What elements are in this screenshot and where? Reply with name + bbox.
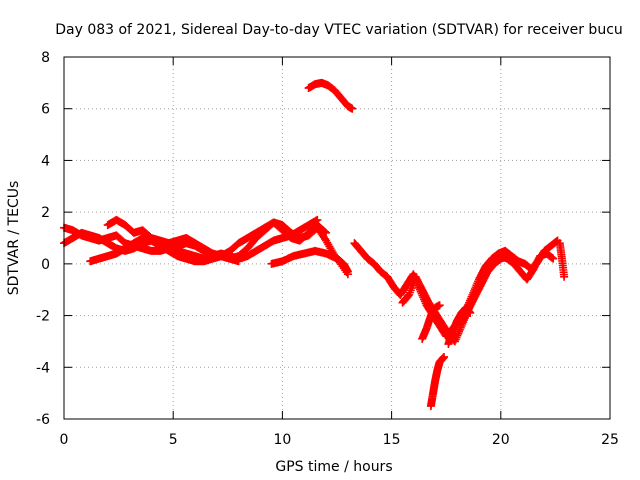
data-points <box>60 78 569 411</box>
x-tick-label: 10 <box>273 432 291 448</box>
y-axis-label: SDTVAR / TECUs <box>6 181 22 296</box>
chart-title: Day 083 of 2021, Sidereal Day-to-day VTE… <box>55 22 623 38</box>
axis-ticks: 0 5 10 15 20 25 -6 -4 -2 0 2 4 6 8 <box>36 50 619 448</box>
x-tick-label: 0 <box>60 432 69 448</box>
series-trace-e <box>267 246 352 279</box>
series-trace-j <box>426 352 449 411</box>
y-tick-label: 6 <box>41 102 50 118</box>
data-point-markers <box>103 215 352 276</box>
data-point-markers <box>418 301 444 343</box>
y-tick-label: -2 <box>36 309 50 325</box>
series-trace-d <box>103 215 352 276</box>
x-tick-label: 20 <box>492 432 510 448</box>
x-axis-label: GPS time / hours <box>275 459 392 475</box>
x-tick-label: 15 <box>383 432 401 448</box>
series-trace-m <box>457 252 512 328</box>
x-tick-label: 5 <box>169 432 178 448</box>
data-point-markers <box>457 252 512 328</box>
plot-frame <box>63 56 611 420</box>
y-tick-label: 4 <box>41 153 50 169</box>
data-point-markers <box>304 78 357 113</box>
x-tick-label: 25 <box>601 432 619 448</box>
series-trace-f <box>304 78 357 113</box>
data-point-markers <box>267 246 352 279</box>
series-trace-i <box>418 301 444 343</box>
data-point-markers <box>426 352 449 411</box>
y-tick-label: -6 <box>36 412 50 428</box>
y-tick-label: 8 <box>41 50 50 66</box>
y-tick-label: -4 <box>36 360 50 376</box>
y-tick-label: 2 <box>41 205 50 221</box>
data-point-markers <box>555 239 569 281</box>
series-trace-l <box>555 239 569 281</box>
y-tick-label: 0 <box>41 257 50 273</box>
